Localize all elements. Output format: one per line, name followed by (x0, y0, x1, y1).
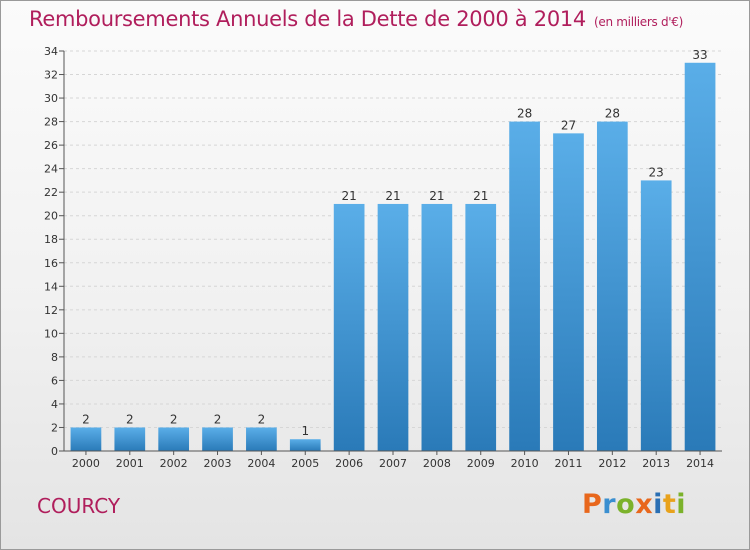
logo-letter: P (582, 489, 603, 520)
logo-letter: i (653, 489, 663, 520)
y-tick-label: 6 (51, 374, 58, 387)
y-tick-label: 22 (44, 186, 58, 199)
bar-value-label: 33 (692, 48, 707, 62)
x-tick-label: 2001 (116, 457, 144, 470)
y-tick-label: 4 (51, 398, 58, 411)
logo-letter: x (635, 489, 654, 520)
x-tick-label: 2012 (598, 457, 626, 470)
bar-value-label: 2 (170, 412, 178, 426)
axes (59, 50, 722, 455)
logo-letter: i (676, 489, 687, 520)
bar-value-label: 27 (561, 118, 576, 132)
bar (289, 439, 321, 451)
logo-letter: o (616, 489, 636, 520)
x-tick-label: 2000 (72, 457, 100, 470)
bar-chart: 0246810121416182022242628303234220002200… (44, 45, 722, 470)
x-tick-label: 2014 (686, 457, 714, 470)
bar (640, 180, 672, 452)
bar (684, 62, 716, 451)
x-tick-label: 2008 (423, 457, 451, 470)
bar-value-label: 21 (385, 189, 400, 203)
x-tick-label: 2007 (379, 457, 407, 470)
bar-value-label: 21 (473, 189, 488, 203)
y-tick-label: 2 (51, 421, 58, 434)
bar-value-label: 28 (605, 107, 620, 121)
y-tick-label: 30 (44, 92, 58, 105)
y-tick-label: 32 (44, 69, 58, 82)
bar (246, 427, 277, 451)
x-tick-label: 2011 (554, 457, 582, 470)
logo-letter: r (602, 489, 617, 520)
y-tick-label: 34 (44, 45, 58, 58)
x-tick-label: 2004 (247, 457, 275, 470)
y-tick-label: 10 (44, 327, 58, 340)
logo-letter: t (662, 489, 677, 520)
bar (158, 427, 190, 451)
y-tick-label: 26 (44, 139, 58, 152)
bar-value-label: 1 (301, 424, 309, 438)
proxiti-logo: Proxiti (582, 489, 686, 520)
bar (333, 203, 365, 451)
bar-value-label: 23 (649, 165, 664, 179)
y-tick-label: 12 (44, 304, 58, 317)
y-tick-label: 0 (51, 445, 58, 458)
x-tick-label: 2009 (467, 457, 495, 470)
y-tick-label: 24 (44, 163, 58, 176)
bar (596, 121, 628, 452)
y-tick-label: 28 (44, 116, 58, 129)
commune-name: COURCY (37, 494, 121, 518)
y-tick-label: 16 (44, 257, 58, 270)
bar (421, 203, 453, 451)
bar (70, 427, 102, 451)
bar (377, 203, 409, 451)
bar-value-label: 2 (214, 412, 222, 426)
chart-title-block: Remboursements Annuels de la Dette de 20… (29, 7, 683, 31)
bar (114, 427, 146, 451)
x-tick-label: 2006 (335, 457, 363, 470)
bar-value-label: 2 (126, 412, 134, 426)
y-tick-label: 20 (44, 210, 58, 223)
bar (509, 121, 540, 452)
x-tick-label: 2005 (291, 457, 319, 470)
y-tick-label: 8 (51, 351, 58, 364)
bar-value-label: 2 (258, 412, 266, 426)
chart-unit: (en milliers d'€) (594, 15, 684, 29)
labels: 0246810121416182022242628303234220002200… (44, 45, 714, 470)
bars (70, 62, 716, 452)
x-tick-label: 2013 (642, 457, 670, 470)
y-tick-label: 18 (44, 233, 58, 246)
bar-value-label: 2 (82, 412, 90, 426)
chart-title: Remboursements Annuels de la Dette de 20… (29, 7, 586, 31)
y-tick-label: 14 (44, 280, 58, 293)
x-tick-label: 2003 (204, 457, 232, 470)
bar-value-label: 28 (517, 107, 532, 121)
bar (553, 133, 584, 451)
bar-value-label: 21 (429, 189, 444, 203)
x-tick-label: 2002 (160, 457, 188, 470)
bar-value-label: 21 (341, 189, 356, 203)
bar (202, 427, 233, 451)
x-tick-label: 2010 (511, 457, 539, 470)
bar (465, 203, 497, 451)
